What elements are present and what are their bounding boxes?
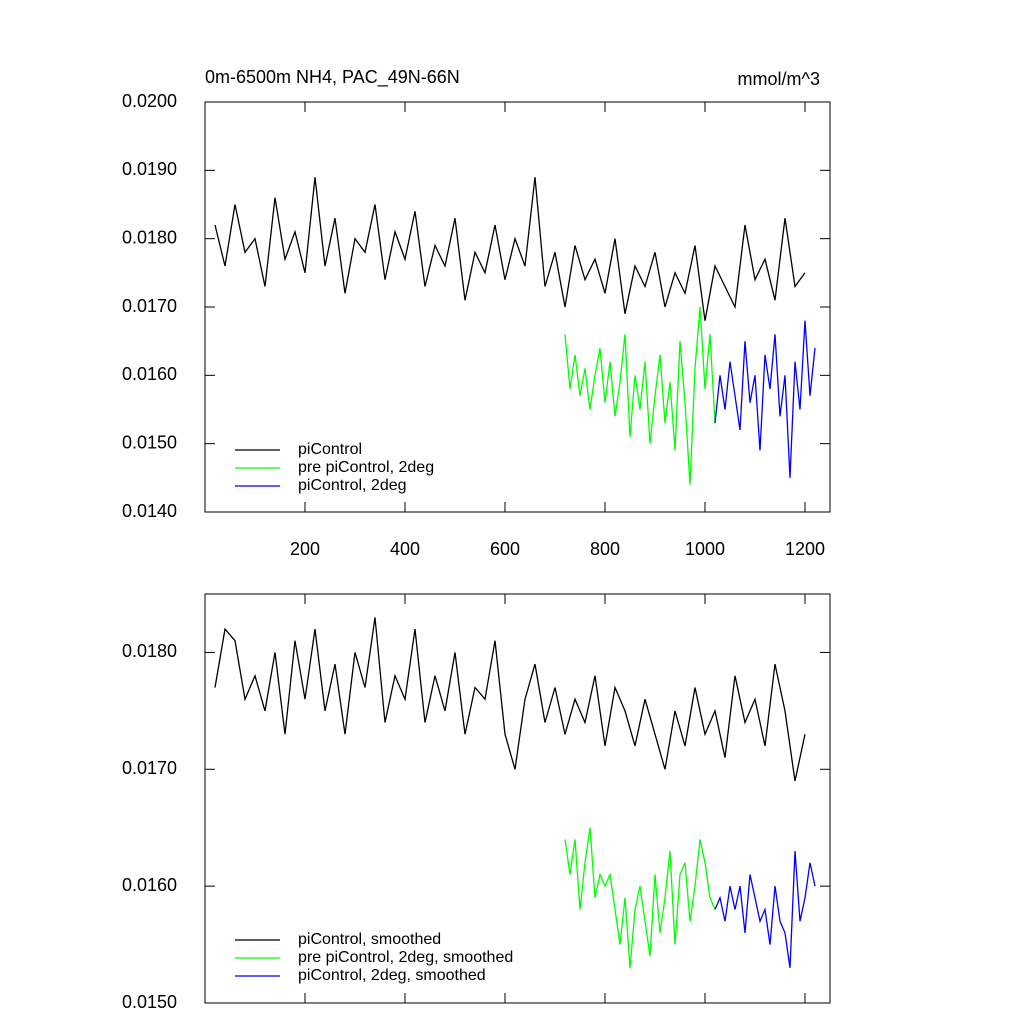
x-tick-label: 800 [590, 539, 620, 559]
chart-title: 0m-6500m NH4, PAC_49N-66N [205, 67, 460, 88]
series-line [714, 851, 816, 968]
y-tick-label: 0.0150 [122, 992, 177, 1012]
y-tick-label: 0.0200 [122, 91, 177, 111]
series-line [214, 177, 806, 321]
legend-label: pre piControl, 2deg, smoothed [298, 949, 513, 966]
y-tick-label: 0.0190 [122, 159, 177, 179]
x-tick-label: 1000 [685, 539, 725, 559]
x-tick-label: 200 [290, 539, 320, 559]
y-tick-label: 0.0180 [122, 227, 177, 247]
x-tick-label: 600 [490, 539, 520, 559]
x-tick-label: 1200 [785, 539, 825, 559]
y-tick-label: 0.0140 [122, 501, 177, 521]
series-line [214, 617, 806, 782]
y-tick-label: 0.0170 [122, 296, 177, 316]
x-tick-label: 400 [390, 539, 420, 559]
legend-label: piControl, smoothed [298, 931, 441, 948]
legend-label: piControl, 2deg [298, 477, 407, 494]
legend-label: piControl [298, 441, 362, 458]
y-tick-label: 0.0170 [122, 758, 177, 778]
y-tick-label: 0.0160 [122, 364, 177, 384]
plot-frame [204, 593, 831, 1004]
y-tick-label: 0.0180 [122, 641, 177, 661]
series-line [564, 827, 716, 968]
series-line [714, 320, 816, 478]
legend-label: pre piControl, 2deg [298, 459, 434, 476]
y-tick-label: 0.0150 [122, 432, 177, 452]
units-label: mmol/m^3 [738, 69, 820, 89]
y-tick-label: 0.0160 [122, 875, 177, 895]
legend-label: piControl, 2deg, smoothed [298, 967, 486, 984]
series-line [564, 306, 716, 485]
